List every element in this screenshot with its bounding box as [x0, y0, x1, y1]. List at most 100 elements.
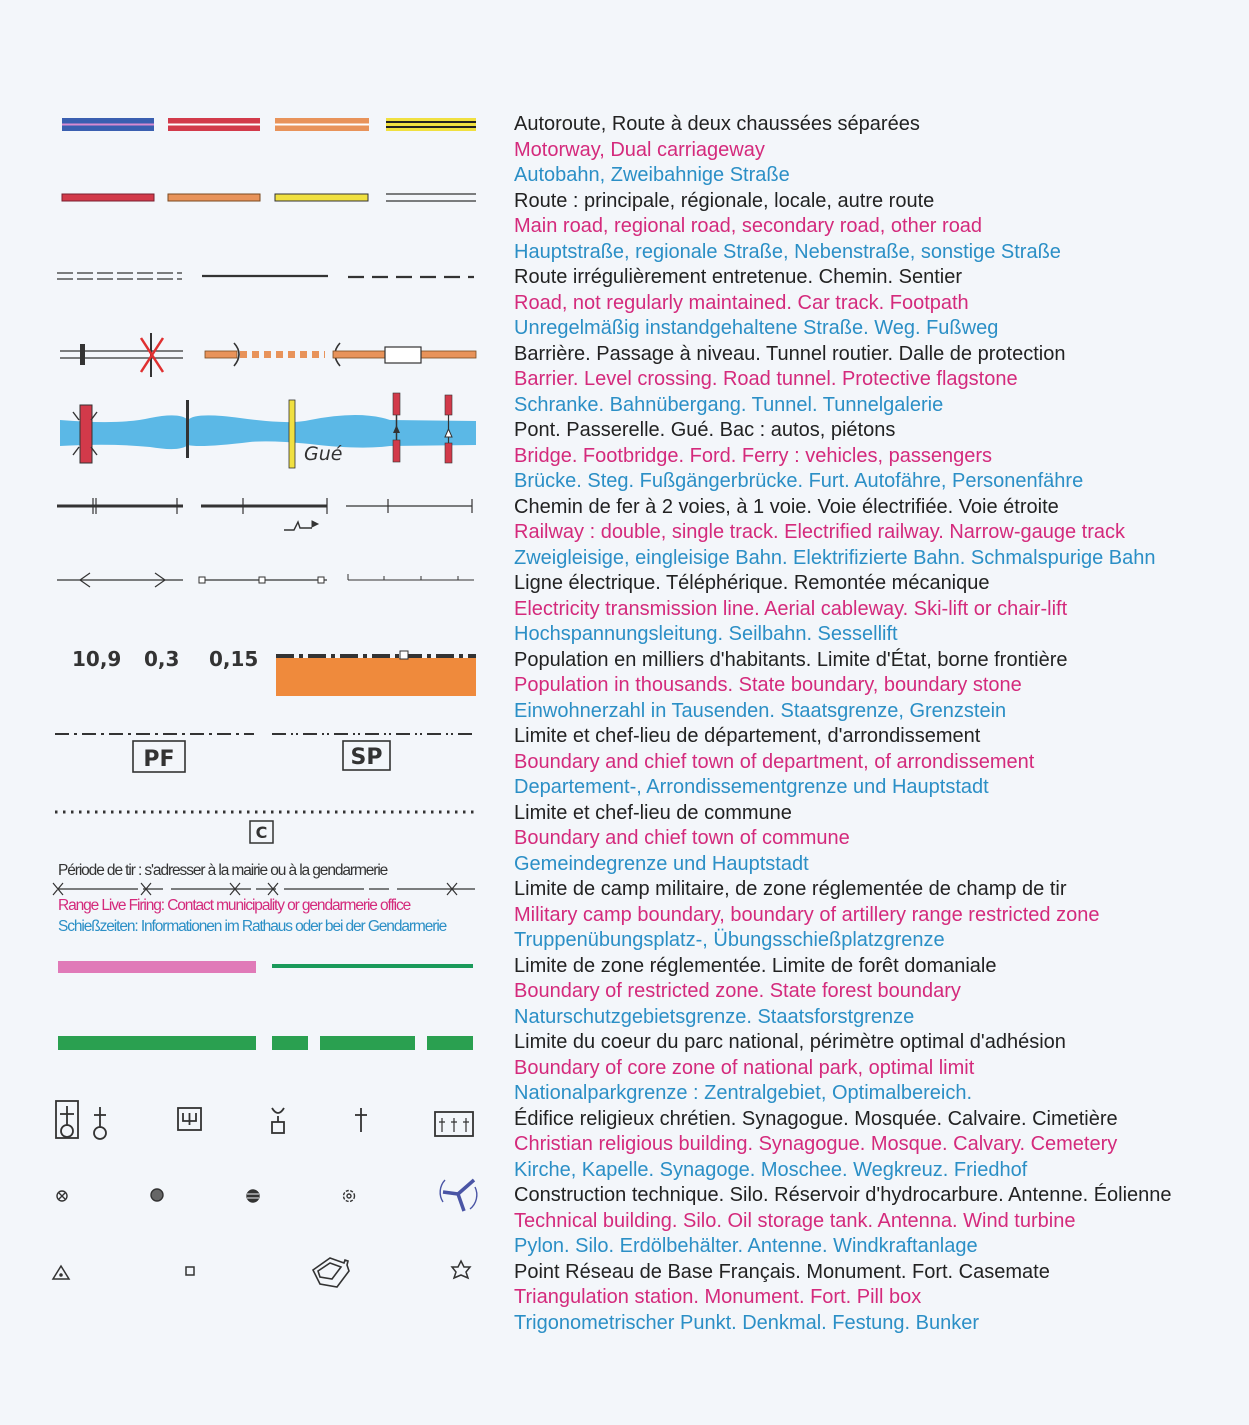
national-park-boundary-symbols [58, 1036, 473, 1050]
department-boundary-symbols: PF SP [55, 733, 472, 773]
legend-entry: Route : principale, régionale, locale, a… [514, 189, 1244, 266]
religious-symbols [55, 1100, 474, 1140]
legend-french-text: Limite et chef-lieu de commune [514, 801, 792, 824]
legend-english-text: Main road, regional road, secondary road… [514, 215, 983, 237]
church-icon [55, 1100, 79, 1139]
firing-note-english: Range Live Firing: Contact municipality … [58, 897, 411, 914]
calvary-icon [355, 1108, 367, 1132]
legend-german-text: Brücke. Steg. Fußgängerbrücke. Furt. Aut… [514, 470, 1084, 492]
triangulation-monument-fort-symbols [51, 1257, 472, 1288]
population-large: 10,9 [72, 647, 121, 671]
population-medium: 0,3 [144, 647, 179, 671]
prefecture-label: PF [143, 747, 174, 772]
military-camp-boundary-symbol [52, 882, 475, 896]
legend-entry: Ligne électrique. Téléphérique. Remontée… [514, 571, 1244, 648]
legend-french-text: Route irrégulièrement entretenue. Chemin… [514, 266, 963, 288]
legend-english-text: Christian religious building. Synagogue.… [514, 1133, 1118, 1155]
restricted-forest-boundary-symbols [58, 961, 473, 973]
legend-entry: Pont. Passerelle. Gué. Bac : autos, piét… [514, 418, 1244, 495]
legend-german-text: Hauptstraße, regionale Straße, Nebenstra… [514, 240, 1061, 263]
technical-symbols [56, 1178, 478, 1212]
legend-german-text: Kirche, Kapelle. Synagoge. Moschee. Wegk… [514, 1158, 1028, 1181]
legend-english-text: Boundary and chief town of commune [514, 827, 850, 849]
legend-french-text: Édifice religieux chrétien. Synagogue. M… [514, 1107, 1118, 1130]
legend-german-text: Pylon. Silo. Erdölbehälter. Antenne. Win… [514, 1235, 978, 1257]
legend-german-text: Zweigleisige, eingleisige Bahn. Elektrif… [514, 546, 1156, 569]
cemetery-icon [434, 1111, 474, 1137]
legend-french-text: Limite du coeur du parc national, périmè… [514, 1031, 1066, 1053]
legend-french-text: Limite de camp militaire, de zone réglem… [514, 878, 1067, 900]
motorway-symbols [62, 118, 476, 131]
legend-french-text: Population en milliers d'habitants. Limi… [514, 648, 1068, 671]
legend-english-text: Boundary of core zone of national park, … [514, 1056, 975, 1079]
population-state-boundary-symbols: 10,9 0,3 0,15 [72, 647, 476, 696]
legend-english-text: Railway : double, single track. Electrif… [514, 521, 1125, 543]
pillbox-icon [450, 1259, 472, 1280]
technical-building-icon [56, 1190, 68, 1202]
legend-entry: Édifice religieux chrétien. Synagogue. M… [514, 1107, 1244, 1184]
legend-english-text: Boundary and chief town of department, o… [514, 750, 1035, 773]
legend-english-text: Triangulation station. Monument. Fort. P… [514, 1286, 922, 1308]
legend-entry: Point Réseau de Base Français. Monument.… [514, 1260, 1244, 1337]
legend-entry: Limite de camp militaire, de zone réglem… [514, 877, 1244, 954]
legend-french-text: Ligne électrique. Téléphérique. Remontée… [514, 572, 990, 594]
legend-german-text: Nationalparkgrenze : Zentralgebiet, Opti… [514, 1082, 973, 1104]
legend-entry: Route irrégulièrement entretenue. Chemin… [514, 265, 1244, 342]
fort-icon [311, 1257, 350, 1288]
commune-label: C [256, 823, 268, 842]
legend-entry: Barrière. Passage à niveau. Tunnel routi… [514, 342, 1244, 419]
legend-french-text: Point Réseau de Base Français. Monument.… [514, 1260, 1050, 1283]
legend-french-text: Construction technique. Silo. Réservoir … [514, 1184, 1172, 1206]
ford-label: Gué [304, 443, 342, 465]
legend-entry: Limite et chef-lieu de département, d'ar… [514, 724, 1244, 801]
legend-entry: Chemin de fer à 2 voies, à 1 voie. Voie … [514, 495, 1244, 572]
railway-symbols [57, 498, 473, 531]
legend-english-text: Bridge. Footbridge. Ford. Ferry : vehicl… [514, 444, 992, 467]
track-symbols [57, 272, 474, 280]
legend-english-text: Boundary of restricted zone. State fores… [514, 980, 961, 1002]
legend-german-text: Einwohnerzahl in Tausenden. Staatsgrenze… [514, 699, 1007, 722]
legend-german-text: Truppenübungsplatz-, Übungsschießplatzgr… [514, 929, 945, 951]
triangulation-icon [51, 1264, 71, 1280]
firing-note-french: Période de tir : s'adresser à la mairie … [58, 862, 388, 879]
legend-entry: Limite et chef-lieu de commune Boundary a… [514, 801, 1244, 878]
bridge-ford-ferry-symbols: Gué [60, 392, 476, 469]
chapel-icon [93, 1107, 107, 1140]
legend-german-text: Departement-, Arrondissementgrenze und H… [514, 776, 989, 798]
monument-icon [185, 1266, 195, 1276]
legend-french-text: Barrière. Passage à niveau. Tunnel routi… [514, 342, 1066, 365]
legend-german-text: Trigonometrischer Punkt. Denkmal. Festun… [514, 1311, 980, 1334]
commune-boundary-symbols: C [55, 810, 476, 844]
firing-note-german: Schießzeiten: Informationen im Rathaus o… [58, 918, 447, 935]
legend-english-text: Motorway, Dual carriageway [514, 138, 765, 161]
mosque-icon [271, 1107, 285, 1134]
legend-english-text: Technical building. Silo. Oil storage ta… [514, 1209, 1076, 1232]
wind-turbine-icon [439, 1178, 478, 1212]
legend-french-text: Limite de zone réglementée. Limite de fo… [514, 954, 997, 977]
legend-french-text: Pont. Passerelle. Gué. Bac : autos, piét… [514, 419, 896, 441]
legend-german-text: Naturschutzgebietsgrenze. Staatsforstgre… [514, 1005, 915, 1028]
antenna-icon [342, 1189, 356, 1203]
silo-icon [150, 1188, 164, 1202]
legend-german-text: Gemeindegrenze und Hauptstadt [514, 852, 809, 875]
legend-entry: Construction technique. Silo. Réservoir … [514, 1183, 1244, 1260]
legend-entry: Population en milliers d'habitants. Limi… [514, 648, 1244, 725]
legend-german-text: Schranke. Bahnübergang. Tunnel. Tunnelga… [514, 393, 944, 416]
oil-tank-icon [246, 1189, 260, 1203]
barrier-crossing-tunnel-symbols [60, 333, 477, 377]
legend-german-text: Autobahn, Zweibahnige Straße [514, 164, 790, 186]
population-small: 0,15 [209, 647, 258, 671]
legend-entry: Limite de zone réglementée. Limite de fo… [514, 954, 1244, 1031]
power-line-cableway-symbols [57, 572, 474, 588]
legend-german-text: Unregelmäßig instandgehaltene Straße. We… [514, 317, 999, 339]
legend-german-text: Hochspannungsleitung. Seilbahn. Sesselli… [514, 623, 898, 645]
legend-french-text: Limite et chef-lieu de département, d'ar… [514, 725, 981, 747]
legend-text: Autoroute, Route à deux chaussées séparé… [514, 112, 1244, 1336]
legend-entry: Autoroute, Route à deux chaussées séparé… [514, 112, 1244, 189]
legend-english-text: Road, not regularly maintained. Car trac… [514, 291, 969, 314]
legend-french-text: Chemin de fer à 2 voies, à 1 voie. Voie … [514, 495, 1059, 518]
legend-english-text: Barrier. Level crossing. Road tunnel. Pr… [514, 368, 1018, 390]
legend-french-text: Route : principale, régionale, locale, a… [514, 189, 935, 212]
legend-english-text: Population in thousands. State boundary,… [514, 674, 1022, 696]
